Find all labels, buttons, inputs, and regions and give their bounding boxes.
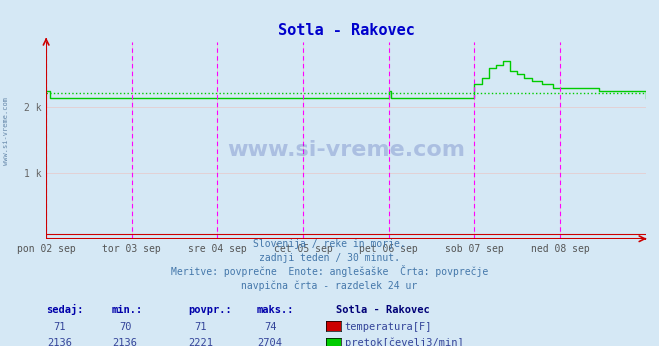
- Text: zadnji teden / 30 minut.: zadnji teden / 30 minut.: [259, 253, 400, 263]
- Text: 70: 70: [119, 322, 131, 332]
- Text: Sotla - Rakovec: Sotla - Rakovec: [336, 305, 430, 315]
- Text: temperatura[F]: temperatura[F]: [345, 322, 432, 332]
- Text: 74: 74: [264, 322, 276, 332]
- Text: 2221: 2221: [188, 338, 214, 346]
- Text: www.si-vreme.com: www.si-vreme.com: [227, 140, 465, 160]
- Text: 2136: 2136: [47, 338, 72, 346]
- Text: www.si-vreme.com: www.si-vreme.com: [3, 98, 9, 165]
- Text: Meritve: povprečne  Enote: anglešaške  Črta: povprečje: Meritve: povprečne Enote: anglešaške Črt…: [171, 265, 488, 277]
- Text: min.:: min.:: [112, 305, 143, 315]
- Text: pretok[čevelj3/min]: pretok[čevelj3/min]: [345, 338, 463, 346]
- Title: Sotla - Rakovec: Sotla - Rakovec: [277, 22, 415, 38]
- Text: navpična črta - razdelek 24 ur: navpična črta - razdelek 24 ur: [241, 280, 418, 291]
- Text: maks.:: maks.:: [257, 305, 295, 315]
- Text: povpr.:: povpr.:: [188, 305, 231, 315]
- Text: Slovenija / reke in morje.: Slovenija / reke in morje.: [253, 239, 406, 249]
- Text: 71: 71: [195, 322, 207, 332]
- Text: 2136: 2136: [113, 338, 138, 346]
- Text: sedaj:: sedaj:: [46, 304, 84, 315]
- Text: 2704: 2704: [258, 338, 283, 346]
- Text: 71: 71: [53, 322, 65, 332]
